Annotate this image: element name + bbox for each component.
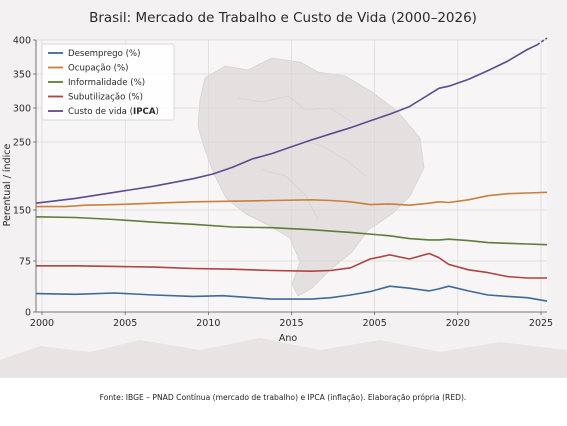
legend-box xyxy=(41,43,175,121)
grid xyxy=(36,39,547,313)
x-tick-label: 2020 xyxy=(446,318,470,329)
y-tick-label: 250 xyxy=(13,138,31,149)
legend-label-4: Custo de vida (IPCA) xyxy=(68,107,159,117)
x-axis-label: Ano xyxy=(279,333,298,344)
series-projection-4 xyxy=(536,37,548,46)
y-tick-label: 75 xyxy=(19,257,31,268)
x-tick-label: 2015 xyxy=(279,318,303,329)
chart-title: Brasil: Mercado de Trabalho e Custo de V… xyxy=(89,10,477,26)
y-tick-label: 350 xyxy=(13,70,31,81)
x-axis-ticks: 2000 2005 2010 2015 2005 2020 2025 xyxy=(30,312,553,329)
series-line-4 xyxy=(35,44,538,204)
legend-label-0: Desemprego (%) xyxy=(68,49,140,59)
x-tick-label: 2025 xyxy=(529,318,553,329)
x-tick-label: 2005 xyxy=(363,318,387,329)
legend-items: Desemprego (%) Ocupação (%) Informalidade … xyxy=(48,49,159,117)
series xyxy=(35,37,548,302)
x-tick-label: 2000 xyxy=(30,318,54,329)
y-axis-label: Perentual / índice xyxy=(2,144,13,227)
legend-label-3: Subutilização (%) xyxy=(68,93,143,103)
y-tick-label: 400 xyxy=(13,36,31,47)
legend-label-1: Ocupação (%) xyxy=(68,64,129,74)
series-line-2 xyxy=(35,216,548,246)
legend-label-2: Informalidade (%) xyxy=(68,78,145,88)
legend: Desemprego (%) Ocupação (%) Informalidade … xyxy=(41,43,175,121)
y-tick-label: 0 xyxy=(25,308,31,319)
series-line-3 xyxy=(36,252,547,279)
map-watermark-bottom xyxy=(0,338,567,378)
x-tick-label: 2005 xyxy=(113,318,137,329)
y-tick-label: 150 xyxy=(13,206,31,217)
y-tick-label: 300 xyxy=(13,104,31,115)
series-line-0 xyxy=(35,285,548,302)
source-caption: Fonte: IBGE – PNAD Contínua (mercado de … xyxy=(100,393,467,402)
brazil-map-watermark xyxy=(197,57,425,297)
series-line-1 xyxy=(36,191,548,208)
y-axis-ticks: 0 75 150 250 300 350 400 xyxy=(13,36,36,319)
x-tick-label: 2010 xyxy=(196,318,220,329)
